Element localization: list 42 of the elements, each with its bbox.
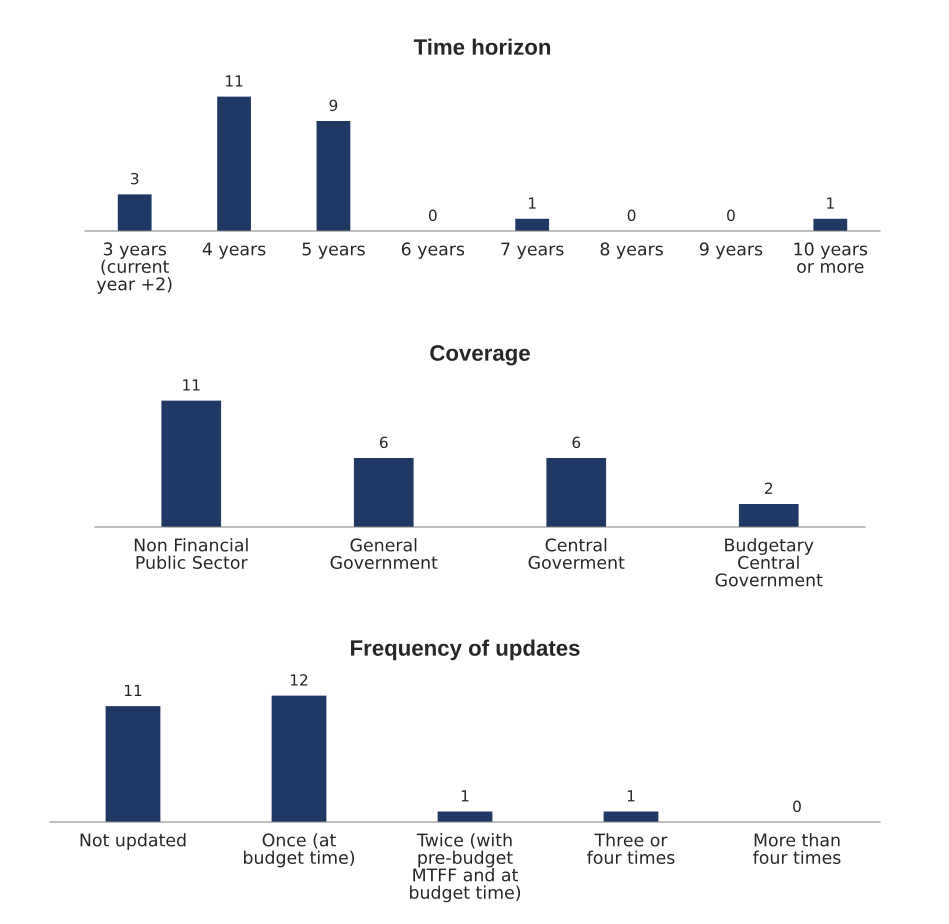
data-label: 11 xyxy=(226,75,242,86)
x-tick-label: 6 years xyxy=(402,242,464,259)
data-label: 6 xyxy=(380,436,388,448)
x-tick-label: 4 years xyxy=(202,242,266,259)
data-label: 1 xyxy=(628,790,634,802)
chart-title: Coverage xyxy=(430,345,530,366)
x-tick-label: 7 years xyxy=(501,242,564,259)
x-tick-label: More than four times xyxy=(753,833,840,864)
data-label: 11 xyxy=(124,684,142,696)
data-label: 11 xyxy=(183,379,200,390)
x-tick-label: Three or four times xyxy=(587,833,674,864)
bar xyxy=(515,218,550,231)
bar xyxy=(118,194,152,231)
bar xyxy=(316,121,350,231)
x-tick-label: 9 years xyxy=(700,242,762,259)
data-label: 0 xyxy=(628,210,636,222)
chart-title: Frequency of updates xyxy=(351,640,580,660)
data-label: 1 xyxy=(529,198,536,209)
data-label: 0 xyxy=(793,800,801,812)
data-label: 0 xyxy=(727,210,735,222)
data-label: 0 xyxy=(428,210,437,222)
x-tick-label: 5 years xyxy=(302,242,365,259)
chart-title: Time horizon xyxy=(414,38,550,55)
x-tick-label: General Government xyxy=(330,538,438,570)
data-label: 6 xyxy=(572,436,580,448)
data-label: 2 xyxy=(765,482,772,494)
x-tick-label: Central Goverment xyxy=(528,538,624,570)
x-tick-label: 8 years xyxy=(600,242,663,259)
x-tick-label: Not updated xyxy=(80,833,186,850)
x-tick-label: Budgetary Central Government xyxy=(716,538,822,586)
x-tick-label: Once (at budget time) xyxy=(244,833,354,868)
bar xyxy=(813,218,848,231)
x-tick-label: 3 years (current year +2) xyxy=(96,242,172,294)
data-label: 3 xyxy=(130,172,138,184)
x-tick-label: Non Financial Public Sector xyxy=(134,538,248,570)
data-label: 12 xyxy=(290,674,308,686)
data-label: 1 xyxy=(827,198,834,209)
bar xyxy=(217,96,251,231)
x-tick-label: Twice (with pre-budget MTFF and at budget time) xyxy=(410,833,520,902)
x-tick-label: 10 years or more xyxy=(794,242,868,274)
data-label: 9 xyxy=(330,100,338,112)
data-label: 1 xyxy=(462,790,468,802)
